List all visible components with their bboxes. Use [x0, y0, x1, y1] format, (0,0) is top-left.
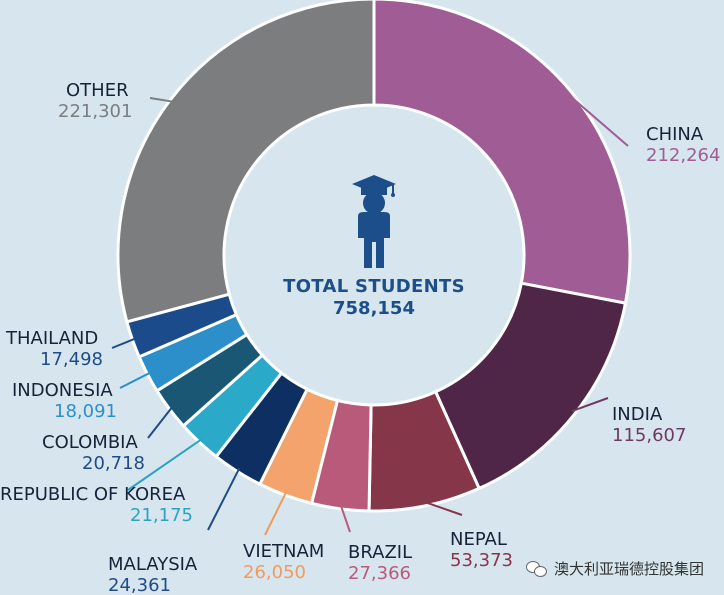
- slice-label-name: VIETNAM: [243, 541, 324, 562]
- leader-line: [571, 397, 609, 413]
- slice-label-name: NEPAL: [450, 529, 507, 550]
- slices-group: [116, 0, 632, 513]
- slice-label-name: MALAYSIA: [108, 554, 198, 575]
- slice-label-value: 115,607: [612, 425, 686, 446]
- slice-china: [372, 0, 632, 305]
- leader-line: [424, 500, 463, 516]
- wechat-icon: [525, 560, 548, 577]
- slice-label-value: 21,175: [130, 505, 193, 526]
- leader-line: [147, 405, 174, 439]
- slice-other: [116, 0, 376, 324]
- leader-line: [207, 467, 241, 531]
- leader-line: [567, 93, 629, 147]
- slice-label-value: 53,373: [450, 550, 513, 571]
- slice-label-name: REPUBLIC OF KOREA: [0, 484, 186, 505]
- slice-label-name: COLOMBIA: [42, 432, 138, 453]
- slice-label-name: CHINA: [646, 124, 704, 145]
- slice-label-value: 20,718: [82, 453, 145, 474]
- slice-label-value: 27,366: [348, 563, 411, 584]
- slice-label-value: 221,301: [58, 101, 132, 122]
- slice-label-name: BRAZIL: [348, 542, 412, 563]
- leader-line: [111, 337, 137, 349]
- slice-label-name: OTHER: [66, 80, 129, 101]
- leader-lines-group: [111, 93, 629, 536]
- graduate-student-icon: [352, 175, 396, 268]
- leader-line: [149, 97, 175, 103]
- slice-label-value: 17,498: [40, 349, 103, 370]
- leader-line: [119, 371, 152, 389]
- slice-label-name: THAILAND: [5, 328, 98, 349]
- watermark-text: 澳大利亚瑞德控股集团: [553, 560, 704, 578]
- slice-label-name: INDIA: [612, 404, 663, 425]
- watermark: 澳大利亚瑞德控股集团: [525, 558, 704, 579]
- leader-line: [127, 438, 203, 491]
- slice-label-value: 212,264: [646, 145, 720, 166]
- center-total: 758,154: [333, 298, 415, 319]
- leader-line: [264, 490, 288, 536]
- slice-label-name: INDONESIA: [12, 380, 113, 401]
- slice-label-value: 18,091: [54, 401, 117, 422]
- center-title: TOTAL STUDENTS: [283, 276, 465, 297]
- slice-label-value: 26,050: [243, 562, 306, 583]
- leader-line: [339, 504, 351, 533]
- slice-label-value: 24,361: [108, 575, 171, 595]
